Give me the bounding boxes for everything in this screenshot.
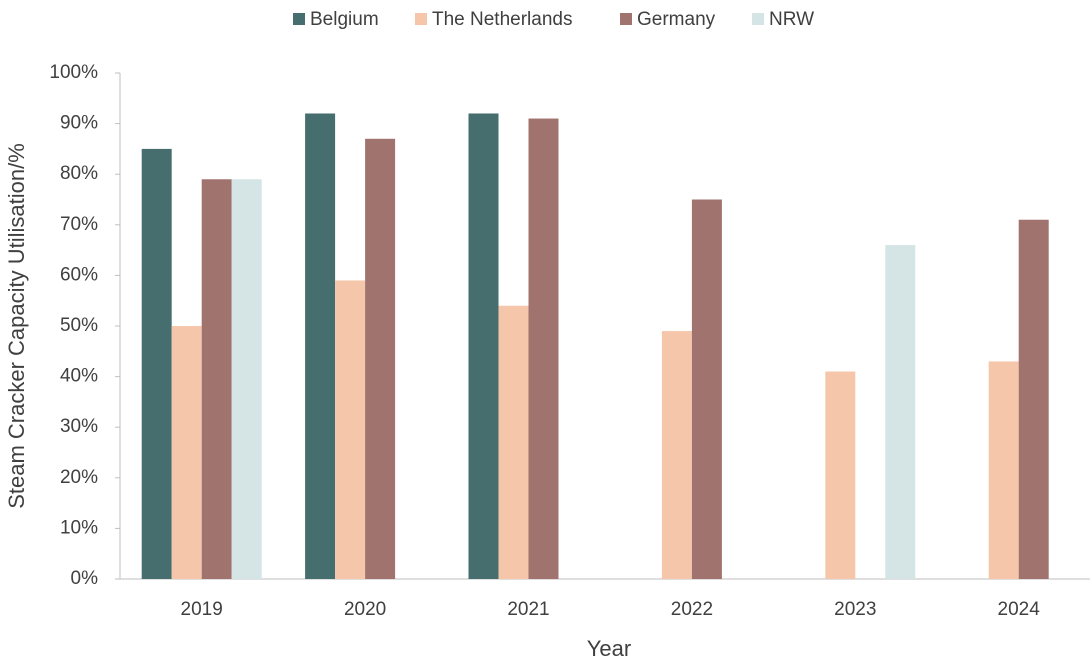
bar xyxy=(201,179,232,579)
legend-label: NRW xyxy=(769,9,814,30)
bar xyxy=(468,113,499,579)
legend-swatch xyxy=(752,13,764,25)
y-tick-label: 20% xyxy=(60,467,98,488)
legend-swatch xyxy=(293,13,305,25)
x-axis-title: Year xyxy=(587,636,631,661)
bar xyxy=(691,199,722,579)
legend-swatch xyxy=(415,13,427,25)
y-tick-label: 40% xyxy=(60,366,98,387)
x-tick-label: 2022 xyxy=(671,599,713,620)
bar xyxy=(141,148,172,579)
y-tick-label: 100% xyxy=(49,62,98,83)
y-tick-label: 70% xyxy=(60,214,98,235)
y-tick-label: 30% xyxy=(60,416,98,437)
legend-label: Germany xyxy=(637,9,716,30)
y-tick-label: 10% xyxy=(60,517,98,538)
bar xyxy=(231,179,262,579)
x-tick-label: 2024 xyxy=(998,599,1041,620)
x-tick-label: 2020 xyxy=(344,599,386,620)
x-tick-label: 2023 xyxy=(834,599,876,620)
bar xyxy=(528,118,559,579)
bar xyxy=(498,305,529,579)
y-tick-label: 0% xyxy=(71,568,99,589)
bar xyxy=(171,326,202,579)
bar xyxy=(335,280,366,579)
y-tick-label: 90% xyxy=(60,113,98,134)
bar xyxy=(825,371,856,579)
y-tick-label: 50% xyxy=(60,315,98,336)
y-axis-title: Steam Cracker Capacity Utilisation/% xyxy=(4,143,29,509)
y-tick-label: 80% xyxy=(60,163,98,184)
bar xyxy=(661,331,692,579)
legend-swatch xyxy=(620,13,632,25)
bar xyxy=(885,245,916,580)
x-tick-label: 2021 xyxy=(507,599,549,620)
y-tick-label: 60% xyxy=(60,264,98,285)
bar xyxy=(988,361,1019,579)
bar xyxy=(1018,219,1049,580)
x-tick-label: 2019 xyxy=(181,599,223,620)
legend-label: The Netherlands xyxy=(432,9,572,30)
legend-label: Belgium xyxy=(310,9,379,30)
bar xyxy=(365,138,396,579)
bar xyxy=(305,113,336,579)
